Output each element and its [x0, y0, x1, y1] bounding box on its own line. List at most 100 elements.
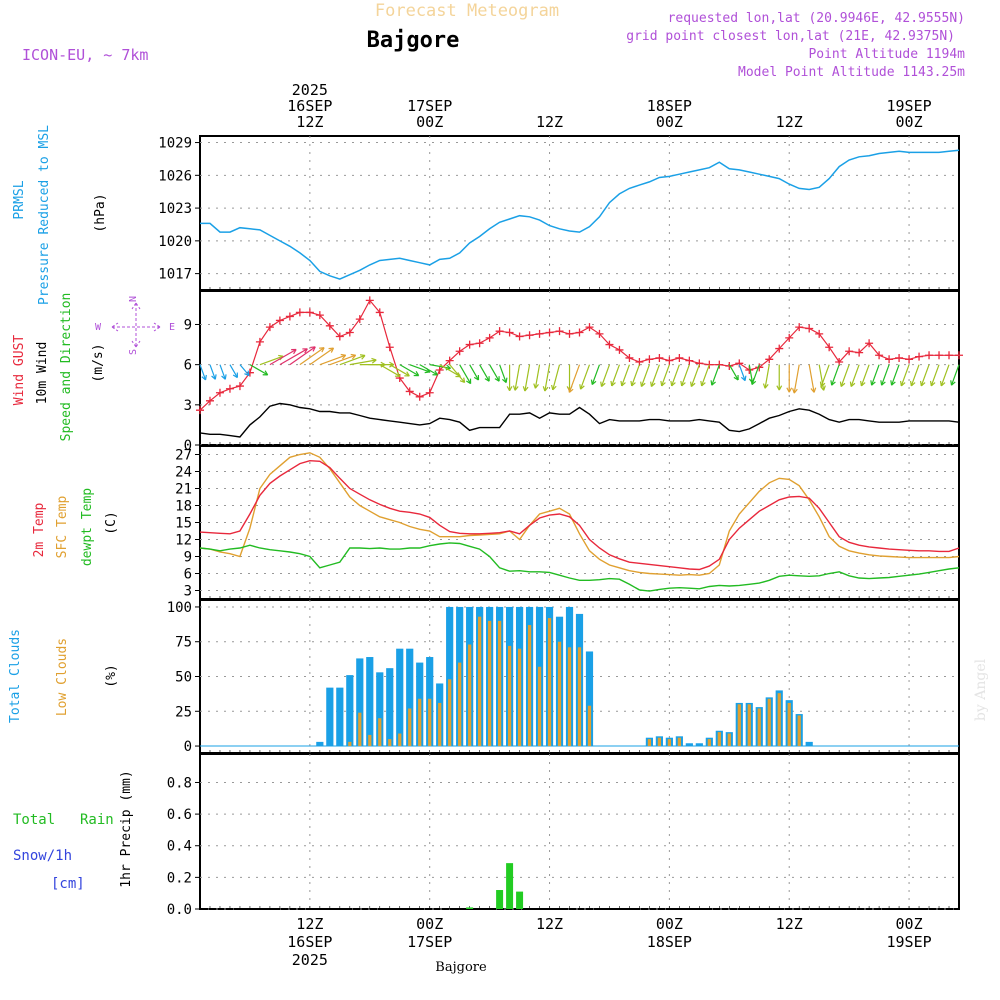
- bar-low-clouds: [587, 705, 592, 747]
- series-dewpt: [199, 542, 960, 592]
- wind-arrowhead: [211, 374, 217, 380]
- gust-marker: [835, 357, 844, 366]
- wind-arrow: [900, 364, 910, 387]
- wind-arrow: [950, 364, 960, 386]
- label-dewpt-temp: dewpt Temp: [80, 488, 95, 566]
- wind-arrow: [349, 359, 377, 366]
- wind-arrowhead: [350, 353, 357, 360]
- y-tick-label: 3: [184, 398, 192, 414]
- gust-marker: [595, 329, 604, 338]
- y-tick-label: 0.0: [167, 902, 192, 918]
- wind-arrowhead: [792, 388, 798, 394]
- product-title: Forecast Meteogram: [375, 1, 559, 21]
- panel-frame: [199, 135, 960, 291]
- label-1hr-precip: 1hr Precip (mm): [119, 770, 134, 887]
- wind-arrowhead: [310, 346, 316, 352]
- gust-marker: [705, 360, 714, 369]
- wind-arrowhead: [522, 386, 529, 392]
- model-label: ICON-EU, ~ 7km: [22, 46, 148, 64]
- wind-arrowhead: [413, 371, 420, 377]
- bar-low-clouds: [428, 698, 432, 747]
- wind-arrow: [621, 364, 630, 387]
- compass-n: N: [128, 296, 139, 302]
- bar-low-clouds: [567, 647, 572, 747]
- y-tick-label: 1023: [158, 201, 192, 217]
- wind-arrow: [289, 346, 316, 366]
- wind-arrow: [591, 364, 601, 385]
- time-label-bottom: 17SEP: [407, 933, 452, 951]
- wind-arrowhead: [319, 347, 325, 353]
- wind-arrowhead: [740, 375, 747, 382]
- bar-total-clouds: [316, 741, 324, 747]
- gust-marker: [565, 329, 574, 338]
- time-label-bottom: 12Z: [536, 915, 563, 933]
- y-tick-label: 9: [184, 317, 192, 333]
- wind-arrow: [409, 364, 430, 373]
- wind-arrow: [940, 364, 950, 387]
- time-label-top: 00Z: [896, 113, 923, 131]
- bar-precip: [506, 863, 514, 909]
- y-tick-label: 100: [167, 600, 192, 616]
- wind-arrowhead: [950, 380, 956, 386]
- gust-marker: [785, 333, 794, 342]
- bar-low-clouds: [557, 641, 562, 747]
- time-label-bottom: 12Z: [296, 915, 323, 933]
- y-tick-label: 24: [175, 465, 192, 481]
- panel-precip: 0.0 0.2 0.4 0.6 0.8: [167, 753, 960, 918]
- wind-arrowhead: [750, 379, 757, 386]
- wind-arrow: [439, 364, 461, 378]
- watermark: by Angel: [973, 658, 989, 721]
- gust-marker: [196, 406, 204, 415]
- bar-total-clouds: [346, 675, 354, 747]
- bar-low-clouds: [458, 662, 462, 747]
- wind-arrowhead: [610, 380, 616, 387]
- wind-arrow: [279, 348, 308, 366]
- gust-marker: [645, 355, 654, 364]
- wind-arrowhead: [909, 380, 916, 387]
- y-tick-label: 0: [184, 438, 192, 454]
- wind-arrowhead: [328, 347, 335, 353]
- bar-low-clouds: [378, 718, 382, 747]
- bar-low-clouds: [498, 620, 502, 747]
- gust-marker: [945, 351, 954, 360]
- y-tick-label: 0.8: [167, 775, 192, 791]
- wind-arrowhead: [232, 372, 239, 379]
- wind-arrow: [611, 364, 621, 387]
- wind-arrow: [479, 364, 490, 382]
- wind-arrow: [219, 364, 226, 380]
- gust-marker: [925, 351, 934, 360]
- bar-total-clouds: [805, 741, 813, 747]
- bar-precip: [496, 890, 504, 909]
- wind-arrowhead: [890, 380, 896, 386]
- wind-arrowhead: [432, 370, 438, 376]
- wind-arrowhead: [690, 381, 696, 387]
- gust-marker: [915, 352, 924, 361]
- gust-marker: [605, 340, 614, 349]
- wind-arrowhead: [733, 374, 739, 381]
- bar-total-clouds: [326, 687, 334, 747]
- time-label-top: 12Z: [536, 113, 563, 131]
- wind-arrowhead: [929, 380, 936, 387]
- bar-low-clouds: [657, 737, 661, 747]
- time-label-bottom: 2025: [292, 951, 328, 969]
- wind-arrowhead: [660, 380, 666, 387]
- bar-low-clouds: [348, 741, 352, 747]
- wind-arrow: [831, 364, 840, 386]
- wind-arrowhead: [786, 387, 793, 393]
- wind-arrowhead: [501, 377, 508, 384]
- wind-arrow: [871, 364, 880, 386]
- wind-arrow: [748, 364, 754, 383]
- label-low-clouds: Low Clouds: [55, 638, 70, 716]
- wind-arrowhead: [880, 380, 886, 386]
- gust-marker: [325, 321, 334, 330]
- label-2m-temp: 2m Temp: [32, 502, 47, 557]
- time-label-top: 2025: [292, 81, 328, 99]
- gust-marker: [885, 355, 894, 364]
- y-tick-label: 3: [184, 584, 192, 600]
- compass-rose: N S W E: [95, 296, 175, 355]
- gust-marker: [425, 388, 434, 397]
- wind-arrow: [631, 364, 640, 387]
- bar-total-clouds: [695, 743, 703, 747]
- wind-arrow: [339, 354, 366, 366]
